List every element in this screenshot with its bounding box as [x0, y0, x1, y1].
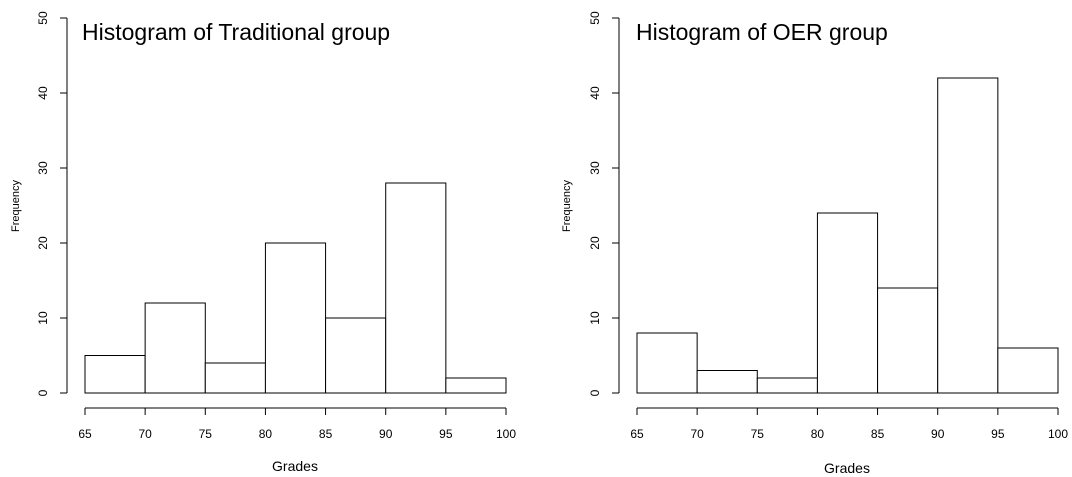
x-tick-label: 100 [1048, 427, 1068, 441]
x-tick-label: 70 [138, 427, 152, 441]
x-tick-label: 80 [259, 427, 273, 441]
histogram-bar [445, 377, 507, 394]
histogram-bar [816, 212, 879, 394]
x-tick-label: 70 [690, 427, 704, 441]
histogram-bar [636, 332, 698, 394]
y-tick-label: 20 [36, 236, 50, 250]
y-tick-label: 40 [36, 86, 50, 100]
x-tick-label: 95 [439, 427, 453, 441]
histogram-bar [204, 362, 266, 394]
y-tick-label: 10 [36, 311, 50, 325]
histogram-bar [385, 182, 447, 394]
x-tick-label: 85 [319, 427, 333, 441]
x-tick-label: 65 [630, 427, 644, 441]
x-tick-label: 100 [496, 427, 516, 441]
x-axis-label: Grades [824, 460, 870, 476]
histogram-bar [997, 347, 1059, 394]
x-tick-label: 90 [931, 427, 945, 441]
y-tick-label: 20 [588, 236, 602, 250]
y-tick-label: 0 [36, 389, 50, 396]
x-tick-label: 65 [78, 427, 92, 441]
histogram-bar [264, 242, 327, 394]
x-tick-label: 90 [379, 427, 393, 441]
histogram-bar [144, 302, 206, 394]
chart-title: Histogram of Traditional group [82, 19, 390, 45]
histogram-bar [696, 370, 758, 394]
x-axis-label: Grades [272, 458, 318, 474]
y-tick-label: 50 [588, 11, 602, 25]
x-tick-label: 75 [751, 427, 765, 441]
y-tick-label: 30 [36, 161, 50, 175]
traditional-histogram-panel: Histogram of Traditional group Frequency… [10, 11, 516, 474]
x-tick-label: 80 [811, 427, 825, 441]
y-tick-label: 40 [588, 86, 602, 100]
histogram-bar [84, 355, 146, 394]
chart-title: Histogram of OER group [636, 19, 888, 45]
histogram-bar [756, 377, 818, 394]
x-tick-label: 75 [199, 427, 213, 441]
y-tick-label: 50 [36, 11, 50, 25]
x-tick-label: 85 [871, 427, 885, 441]
y-axis-label: Frequency [561, 180, 573, 232]
histogram-bar [937, 77, 999, 394]
y-axis-label: Frequency [10, 180, 22, 232]
y-tick-label: 30 [588, 161, 602, 175]
oer-histogram-panel: Histogram of OER group Frequency Grades … [561, 11, 1068, 476]
histogram-bar [325, 317, 387, 394]
histogram-bar [877, 287, 939, 394]
y-tick-label: 10 [588, 311, 602, 325]
y-tick-label: 0 [588, 389, 602, 396]
x-tick-label: 95 [991, 427, 1005, 441]
